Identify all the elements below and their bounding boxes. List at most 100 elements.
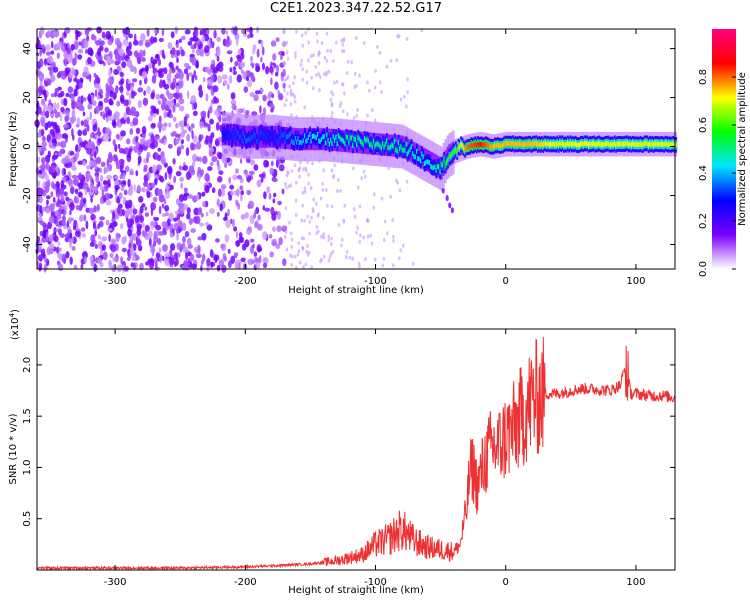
heatmap-cell <box>361 140 363 145</box>
heatmap-cell <box>330 236 334 241</box>
heatmap-cell <box>261 130 263 136</box>
heatmap-cell <box>327 258 331 263</box>
heatmap-cell <box>332 134 335 140</box>
heatmap-cell <box>172 93 178 98</box>
heatmap-cell <box>358 239 362 244</box>
heatmap-cell <box>39 195 43 204</box>
heatmap-cell <box>665 141 668 147</box>
heatmap-cell <box>181 242 186 248</box>
heatmap-cell <box>247 136 250 142</box>
heatmap-cell <box>497 143 500 148</box>
heatmap-cell <box>118 59 121 65</box>
heatmap-cell <box>138 215 145 223</box>
heatmap-cell <box>190 142 195 151</box>
heatmap-cell <box>373 118 377 123</box>
heatmap-cell <box>62 210 67 216</box>
heatmap-cell <box>186 123 190 129</box>
heatmap-cell <box>300 218 304 223</box>
heatmap-cell <box>235 199 239 207</box>
heatmap-cell <box>356 107 359 112</box>
heatmap-cell <box>223 131 225 137</box>
heatmap-cell <box>115 133 120 140</box>
heatmap-cell <box>100 248 103 256</box>
heatmap-cell <box>619 141 621 147</box>
heatmap-cell <box>45 44 51 51</box>
snr-y-axis-label: SNR (10 * v/v) <box>8 413 19 484</box>
heatmap-cell <box>535 140 538 146</box>
heatmap-cell <box>45 51 52 56</box>
heatmap-cell <box>525 141 528 147</box>
heatmap-x-tick-label: -200 <box>234 276 257 287</box>
heatmap-cell <box>77 129 83 137</box>
heatmap-cell <box>71 165 77 171</box>
heatmap-cell <box>330 204 334 209</box>
heatmap-cell <box>460 141 462 147</box>
heatmap-cell <box>520 141 522 147</box>
heatmap-cell <box>62 133 69 139</box>
heatmap-cell <box>301 203 304 208</box>
heatmap-cell <box>59 114 63 122</box>
heatmap-cell <box>127 178 131 188</box>
heatmap-cell <box>432 165 435 171</box>
heatmap-cell <box>79 141 86 148</box>
heatmap-cell <box>72 178 79 185</box>
heatmap-cell <box>84 28 90 36</box>
heatmap-cell <box>509 141 512 147</box>
heatmap-cell <box>175 65 179 71</box>
snr-x-tick-label: 100 <box>626 577 645 588</box>
heatmap-cell <box>101 236 108 242</box>
heatmap-cell <box>104 183 109 192</box>
heatmap-cell <box>362 142 365 147</box>
heatmap-cell <box>315 31 319 36</box>
heatmap-cell <box>111 119 117 127</box>
heatmap-cell <box>119 71 124 77</box>
heatmap-cell <box>403 94 406 99</box>
heatmap-cell <box>98 257 102 265</box>
heatmap-cell <box>182 129 188 134</box>
heatmap-cell <box>83 119 88 128</box>
heatmap-cell <box>669 142 672 148</box>
heatmap-cell <box>487 143 490 148</box>
heatmap-cells <box>34 25 678 273</box>
heatmap-cell <box>295 180 298 185</box>
heatmap-cell <box>576 142 578 148</box>
heatmap-cell <box>145 64 149 72</box>
heatmap-cell <box>67 58 73 64</box>
heatmap-cell <box>581 141 584 147</box>
heatmap-x-axis-label: Height of straight line (km) <box>288 285 424 296</box>
heatmap-cell <box>195 30 199 37</box>
heatmap-cell <box>452 150 455 155</box>
heatmap-cell <box>100 161 106 167</box>
heatmap-cell <box>148 261 155 269</box>
heatmap-cell <box>44 93 47 102</box>
heatmap-cell <box>175 210 179 215</box>
heatmap-cell <box>205 211 209 217</box>
heatmap-cell <box>355 113 359 118</box>
heatmap-cell <box>647 142 650 148</box>
heatmap-cell <box>161 221 168 228</box>
heatmap-cell <box>458 145 461 151</box>
heatmap-cell <box>54 90 57 98</box>
heatmap-cell <box>111 35 114 43</box>
heatmap-cell <box>616 141 619 147</box>
heatmap-cell <box>39 205 43 214</box>
heatmap-cell <box>105 82 109 92</box>
heatmap-cell <box>342 219 346 224</box>
heatmap-cell <box>343 91 346 96</box>
heatmap-cell <box>102 244 106 251</box>
heatmap-cell <box>55 218 59 227</box>
heatmap-cell <box>609 142 612 148</box>
heatmap-cell <box>534 141 537 146</box>
heatmap-cell <box>354 71 357 76</box>
heatmap-cell <box>306 138 309 143</box>
heatmap-cell <box>137 184 141 194</box>
heatmap-cell <box>284 230 288 235</box>
heatmap-cell <box>38 187 44 197</box>
heatmap-cell <box>107 155 113 164</box>
heatmap-cell <box>398 188 402 193</box>
heatmap-cell <box>202 201 206 208</box>
heatmap-cell <box>253 94 259 102</box>
heatmap-cell <box>41 98 46 106</box>
heatmap-cell <box>327 234 331 239</box>
heatmap-cell <box>301 67 305 72</box>
